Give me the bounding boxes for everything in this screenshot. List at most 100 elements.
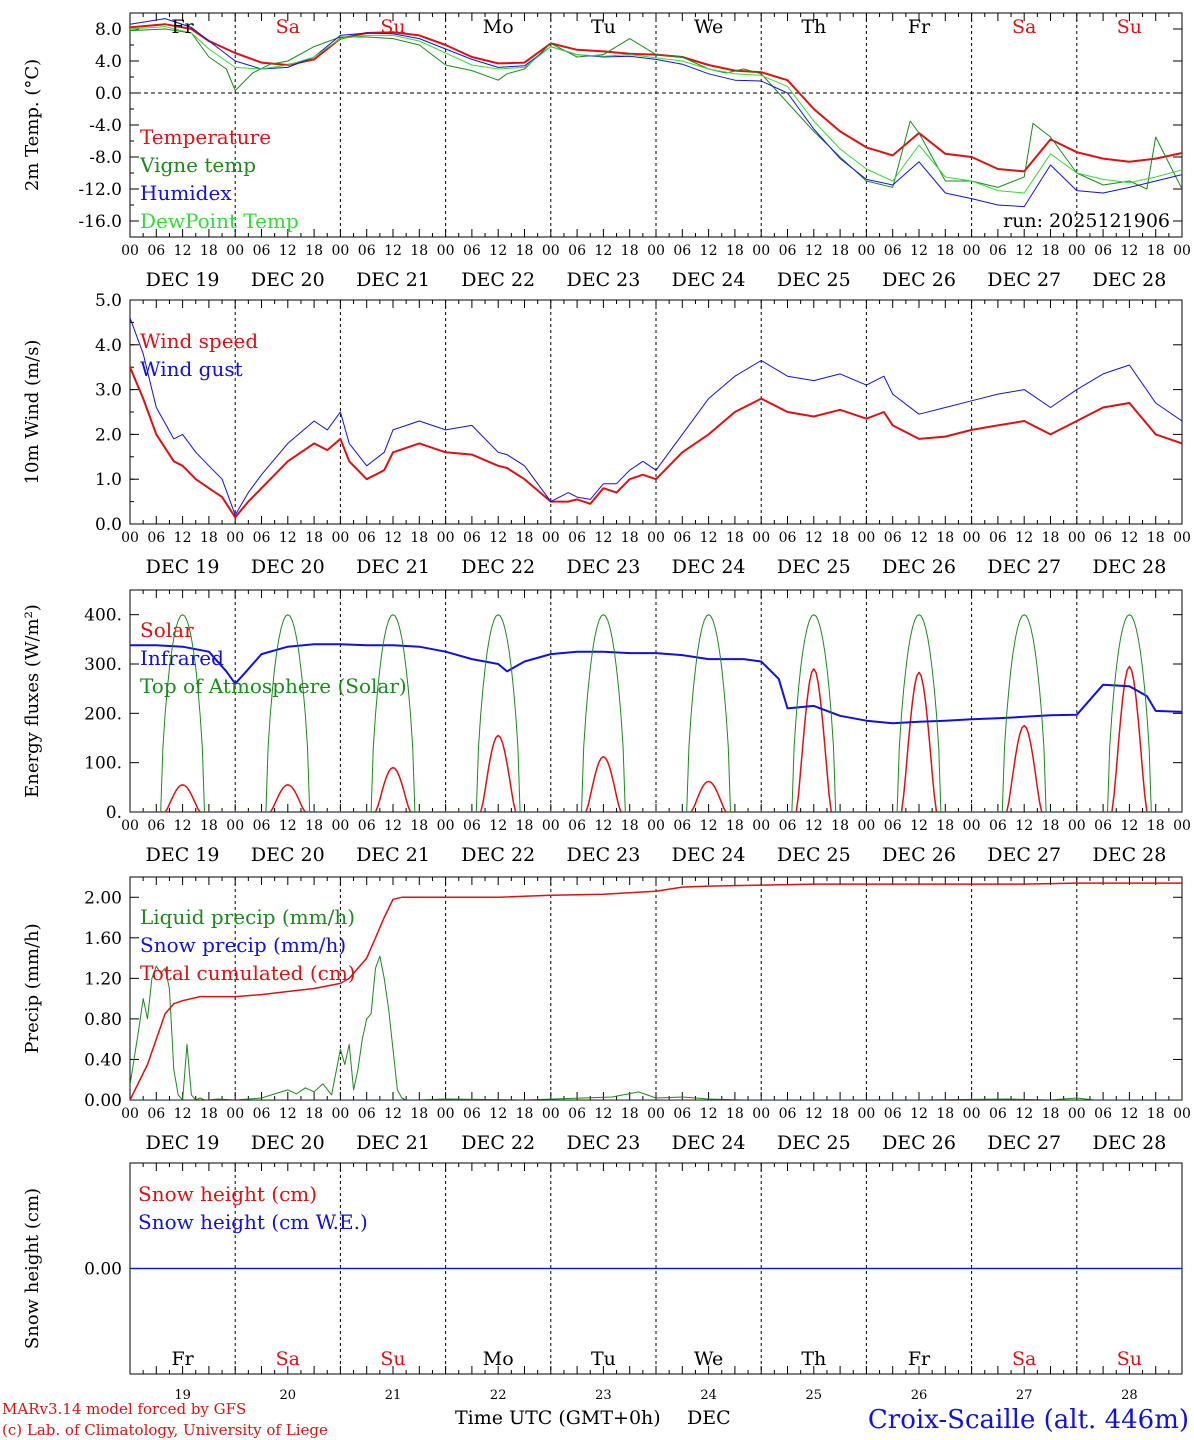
hour-tick-label: 18 [1147,530,1165,546]
date-label: DEC 22 [461,1132,535,1154]
hour-tick-label: 18 [200,530,218,546]
hour-tick-label: 18 [621,530,639,546]
date-label: DEC 21 [356,1132,430,1154]
hour-tick-label: 12 [594,530,612,546]
hour-tick-label: 06 [568,530,586,546]
day-number-label: 25 [806,1388,823,1403]
hour-tick-label: 00 [542,818,560,834]
date-label: DEC 24 [672,556,746,578]
copyright-credit: (c) Lab. of Climatology, University of L… [2,1421,328,1439]
hour-tick-label: 06 [147,243,165,259]
day-number-label: 20 [280,1388,297,1403]
date-label: DEC 25 [777,844,851,866]
hour-tick-label: 12 [489,818,507,834]
day-number-label: 23 [595,1388,612,1403]
plot-frame [129,299,1183,525]
hour-tick-label: 06 [884,243,902,259]
y-tick-label: -16.0 [78,212,122,232]
hour-tick-label: 00 [226,818,244,834]
hour-tick-label: 12 [594,818,612,834]
hour-tick-label: 18 [831,243,849,259]
hour-tick-label: 00 [331,243,349,259]
y-tick-label: 2.0 [95,425,122,445]
hour-tick-label: 00 [437,243,455,259]
y-tick-label: 1.0 [95,470,122,490]
hour-tick-label: 06 [1094,818,1112,834]
hour-tick-label: 06 [779,530,797,546]
hour-tick-label: 00 [1173,530,1191,546]
month-label: DEC [687,1407,731,1429]
series-line-humidex [130,18,1182,208]
hour-tick-label: 18 [1042,530,1060,546]
hour-tick-label: 00 [121,243,139,259]
hour-tick-label: 18 [621,1106,639,1122]
hour-tick-label: 00 [1173,818,1191,834]
hour-tick-label: 12 [700,818,718,834]
time-axis-title: Time UTC (GMT+0h) [455,1407,661,1429]
hour-tick-label: 06 [884,530,902,546]
hour-tick-label: 00 [1068,1106,1086,1122]
hour-tick-label: 18 [831,1106,849,1122]
legend-entry: Liquid precip (mm/h) [140,905,355,929]
day-number-label: 19 [174,1388,191,1403]
energy-flux-panel: 0. 100. 200. 300. 400. Energy fluxes (W/m²) So… [22,589,1191,866]
hour-tick-label: 00 [857,243,875,259]
hour-tick-label: 12 [910,818,928,834]
hour-tick-label: 00 [226,243,244,259]
hour-tick-label: 18 [1147,243,1165,259]
date-label: DEC 23 [566,269,640,291]
y-axis-label: Snow height (cm) [22,1188,43,1349]
hour-tick-label: 18 [621,818,639,834]
day-abbr-label: Th [801,1348,826,1370]
hour-tick-label: 00 [752,243,770,259]
y-tick-label: 0.0 [95,84,122,104]
date-label: DEC 23 [566,556,640,578]
date-label: DEC 28 [1092,556,1166,578]
hour-tick-label: 06 [673,1106,691,1122]
hour-tick-label: 00 [647,243,665,259]
hour-tick-label: 12 [805,1106,823,1122]
date-label: DEC 28 [1092,844,1166,866]
hour-tick-label: 12 [384,1106,402,1122]
hour-tick-label: 18 [726,243,744,259]
hour-tick-label: 06 [884,1106,902,1122]
hour-tick-label: 12 [910,1106,928,1122]
run-label: run: 2025121906 [1003,210,1170,232]
date-label: DEC 26 [882,844,956,866]
hour-tick-label: 00 [331,530,349,546]
y-tick-label: 2.00 [84,888,122,908]
hour-tick-label: 00 [121,818,139,834]
hour-tick-label: 18 [410,530,428,546]
hour-tick-label: 00 [963,818,981,834]
hour-tick-label: 18 [516,1106,534,1122]
hour-tick-label: 12 [489,243,507,259]
hour-tick-label: 18 [200,1106,218,1122]
day-number-label: 24 [700,1388,717,1403]
hour-tick-label: 00 [121,530,139,546]
day-abbr-label: Sa [1012,1348,1036,1370]
hour-tick-label: 00 [331,1106,349,1122]
hour-tick-label: 00 [1068,243,1086,259]
hour-tick-label: 00 [963,1106,981,1122]
hour-tick-label: 06 [779,818,797,834]
hour-tick-label: 00 [542,243,560,259]
precip-panel: 0.00 0.40 0.80 1.20 1.60 2.00 Precip (mm/h) Liq… [22,876,1191,1154]
date-label: DEC 22 [461,556,535,578]
station-title: Croix-Scaille (alt. 446m) [868,1405,1189,1435]
legend-entry: Snow precip (mm/h) [140,933,346,957]
hour-tick-label: 00 [857,818,875,834]
hour-tick-label: 18 [305,530,323,546]
hour-tick-label: 12 [489,530,507,546]
y-tick-label: -12.0 [78,180,122,200]
hour-tick-label: 00 [752,530,770,546]
day-abbr-label: Su [1117,16,1142,38]
date-label: DEC 28 [1092,1132,1166,1154]
hour-tick-label: 06 [989,818,1007,834]
hour-tick-label: 18 [936,530,954,546]
hour-tick-label: 00 [542,530,560,546]
hour-tick-label: 18 [831,530,849,546]
date-label: DEC 24 [672,844,746,866]
hour-tick-label: 00 [647,530,665,546]
series-line-dewpoint-temp [130,26,1182,194]
hour-tick-label: 12 [700,1106,718,1122]
